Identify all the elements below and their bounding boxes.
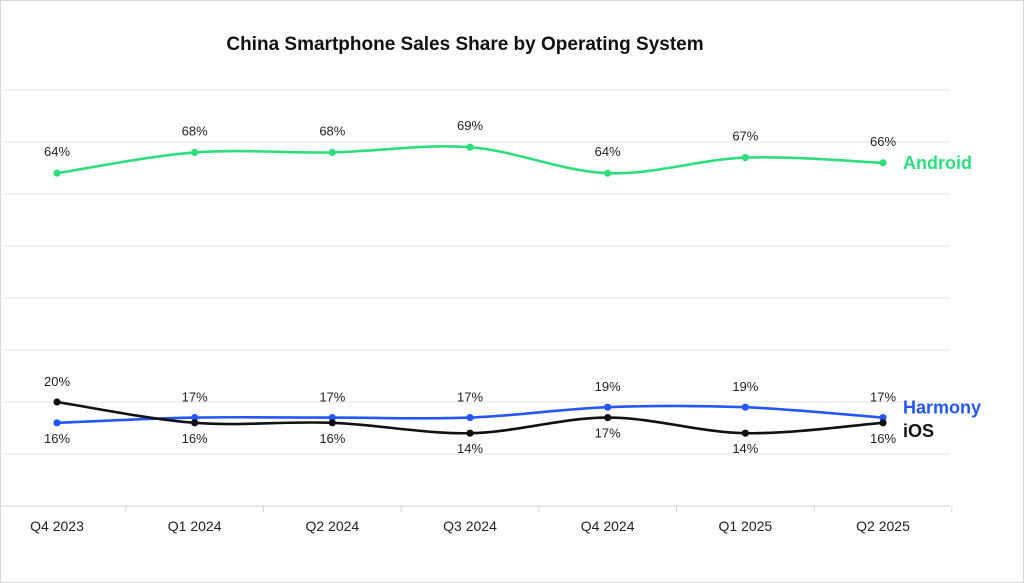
harmony-point (604, 403, 612, 411)
android-series-name: Android (903, 153, 972, 173)
android-point (328, 148, 336, 156)
x-tick-label: Q2 2024 (305, 518, 359, 534)
android-point (879, 159, 887, 167)
x-tick-label: Q4 2023 (30, 518, 84, 534)
ios-point (328, 419, 336, 427)
harmony-data-label: 19% (595, 379, 621, 394)
data-labels: 64% 68% 68% 69% 64% 67% 66% 16% 17% 17% 17% 19% 19% 1… (44, 118, 896, 456)
ios-data-label: 14% (457, 441, 483, 456)
ios-data-label: 16% (319, 431, 345, 446)
harmony-series-name: Harmony (903, 398, 981, 418)
harmony-data-label: 17% (182, 390, 208, 405)
x-tick-label: Q1 2024 (168, 518, 222, 534)
x-tick-label: Q3 2024 (443, 518, 497, 534)
harmony-data-label: 17% (457, 390, 483, 405)
gridlines (0, 89, 950, 455)
series-names: Android Harmony iOS (903, 153, 981, 441)
ios-point (191, 419, 199, 427)
ios-series-name: iOS (903, 421, 934, 441)
android-data-label: 64% (595, 144, 621, 159)
android-data-label: 68% (182, 123, 208, 138)
android-point (53, 169, 61, 177)
ios-data-label: 17% (595, 426, 621, 441)
ios-point (604, 414, 612, 422)
x-tick-label: Q2 2025 (856, 518, 910, 534)
harmony-data-label: 17% (870, 390, 896, 405)
harmony-point (328, 414, 336, 422)
android-data-label: 69% (457, 118, 483, 133)
ios-data-label: 16% (182, 431, 208, 446)
harmony-point (53, 419, 61, 427)
ios-point (741, 429, 749, 437)
android-point (466, 143, 474, 151)
android-point (741, 154, 749, 162)
ios-point (466, 429, 474, 437)
chart-title: China Smartphone Sales Share by Operatin… (226, 34, 704, 55)
android-data-label: 64% (44, 144, 70, 159)
ios-point (879, 419, 887, 427)
x-tick-label: Q1 2025 (718, 518, 772, 534)
android-point (191, 148, 199, 156)
android-data-label: 66% (870, 134, 896, 149)
harmony-point (191, 414, 199, 422)
harmony-point (466, 414, 474, 422)
harmony-data-label: 16% (44, 431, 70, 446)
x-tick-label: Q4 2024 (581, 518, 635, 534)
ios-data-label: 16% (870, 431, 896, 446)
harmony-data-label: 17% (319, 390, 345, 405)
ios-data-label: 14% (732, 441, 758, 456)
harmony-point (879, 414, 887, 422)
series-points (53, 143, 887, 437)
x-axis: Q4 2023 Q1 2024 Q2 2024 Q3 2024 Q4 2024 Q1 20… (0, 505, 953, 534)
android-data-label: 68% (319, 123, 345, 138)
harmony-point (741, 403, 749, 411)
android-point (604, 169, 612, 177)
android-data-label: 67% (732, 129, 758, 144)
ios-data-label: 20% (44, 374, 70, 389)
harmony-data-label: 19% (732, 379, 758, 394)
ios-point (53, 398, 61, 406)
